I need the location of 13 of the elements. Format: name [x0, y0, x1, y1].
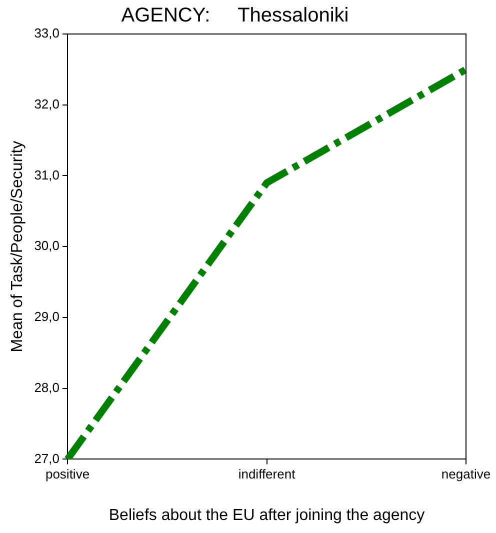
- y-tick-label: 30,0: [34, 238, 60, 254]
- y-tick-label: 32,0: [34, 96, 60, 112]
- chart-title: AGENCY: Thessaloniki: [121, 4, 349, 27]
- y-tick-label: 31,0: [34, 167, 60, 182]
- x-axis-title: Beliefs about the EU after joining the agency: [108, 506, 425, 524]
- y-tick-label: 29,0: [34, 309, 60, 324]
- x-tick-label: negative: [441, 466, 491, 482]
- y-tick-label: 33,0: [34, 26, 60, 41]
- x-tick-label: indifferent: [238, 466, 296, 482]
- y-tick-label: 28,0: [34, 380, 60, 395]
- y-tick-label: 27,0: [34, 450, 60, 466]
- y-axis-title: Mean of Task/People/Security: [9, 140, 26, 352]
- x-tick-label: positive: [45, 466, 90, 482]
